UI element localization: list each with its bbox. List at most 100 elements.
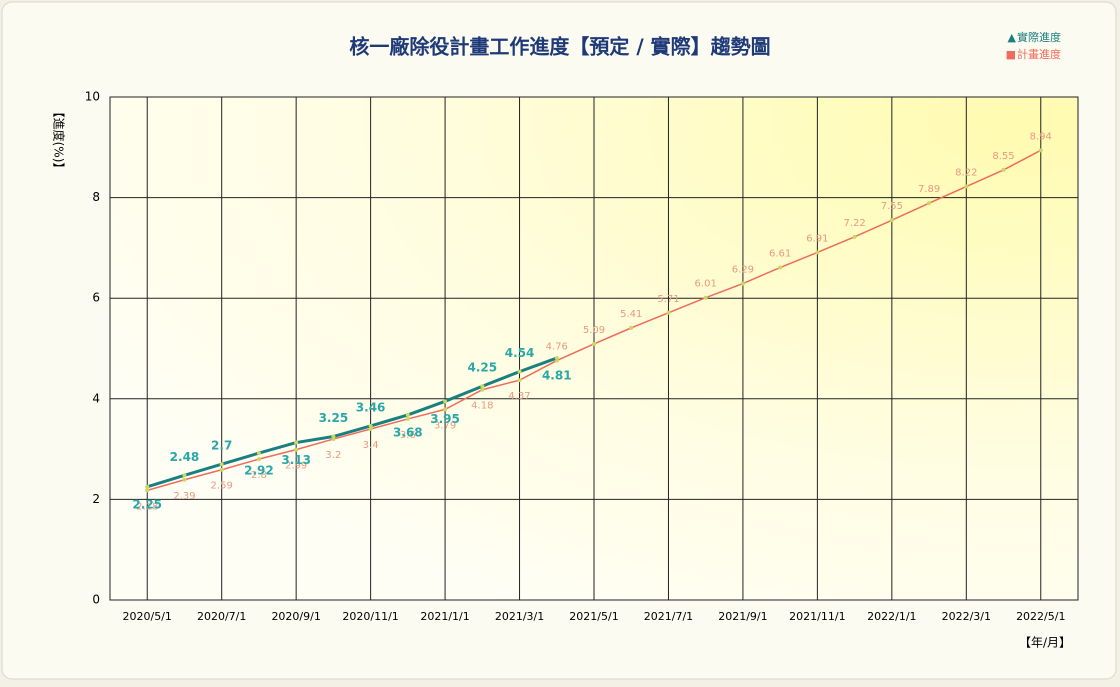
point: [517, 369, 522, 374]
value-label: 5.41: [620, 309, 642, 320]
value-label: 7.22: [843, 218, 865, 229]
point: [964, 184, 969, 189]
value-label: 4.37: [508, 391, 530, 402]
point: [889, 218, 894, 223]
value-label: 6.01: [695, 279, 717, 290]
x-tick-label: 2022/3/1: [942, 610, 991, 623]
x-tick-label: 2021/9/1: [718, 610, 767, 623]
value-label: 8.22: [955, 168, 977, 179]
point: [629, 325, 634, 330]
x-tick-label: 2021/7/1: [644, 610, 693, 623]
y-tick-label: 4: [92, 391, 100, 405]
legend-label: 實際進度: [1017, 30, 1061, 44]
x-tick-label: 2022/5/1: [1016, 610, 1065, 623]
point: [256, 451, 261, 456]
series-line: [146, 356, 558, 489]
value-label: 6.91: [806, 233, 828, 244]
point: [778, 265, 783, 270]
x-tick-label: 2021/3/1: [495, 610, 544, 623]
value-label: 2.18: [136, 501, 158, 512]
x-axis-label: 【年/月】: [1019, 636, 1071, 650]
point: [219, 467, 224, 472]
value-label: 3.68: [393, 425, 423, 439]
y-tick-label: 2: [92, 492, 100, 506]
x-tick-label: 2020/11/1: [342, 610, 398, 623]
value-label: 2.7: [211, 439, 232, 453]
point: [182, 473, 187, 478]
value-label: 2.59: [211, 481, 233, 492]
value-label: 3.4: [363, 440, 379, 451]
point: [182, 477, 187, 482]
point: [703, 295, 708, 300]
point: [815, 250, 820, 255]
value-label: 2.92: [244, 464, 274, 478]
x-tick-label: 2021/1/1: [420, 610, 469, 623]
x-tick-label: 2020/9/1: [271, 610, 320, 623]
point: [1001, 167, 1006, 172]
value-label: 6.61: [769, 249, 791, 260]
x-tick-label: 2021/5/1: [569, 610, 618, 623]
x-tick-label: 2020/5/1: [123, 610, 172, 623]
legend-marker: ■: [1006, 48, 1016, 61]
point: [480, 384, 485, 389]
point: [517, 378, 522, 383]
value-label: 4.81: [542, 369, 572, 383]
point: [294, 440, 299, 445]
plot-border: [109, 96, 1079, 601]
value-label: 3.6: [400, 430, 416, 441]
point: [480, 387, 485, 392]
value-label: 7.55: [881, 201, 903, 212]
y-tick-label: 0: [92, 593, 100, 607]
value-label: 8.55: [992, 151, 1014, 162]
point: [145, 488, 150, 493]
point: [331, 434, 336, 439]
value-label: 2.99: [285, 461, 307, 472]
point: [666, 310, 671, 315]
value-label: 4.76: [546, 342, 568, 353]
value-label: 2.25: [132, 497, 162, 511]
value-label: 2.8: [251, 470, 267, 481]
x-tick-label: 2020/7/1: [197, 610, 246, 623]
value-label: 5.09: [583, 325, 605, 336]
point: [405, 412, 410, 417]
value-label: 2.39: [173, 491, 195, 502]
value-label: 3.95: [430, 412, 460, 426]
legend-label: 計畫進度: [1017, 47, 1061, 61]
value-label: 4.18: [471, 401, 493, 412]
y-tick-label: 10: [85, 90, 100, 104]
y-tick-label: 6: [92, 291, 100, 305]
value-label: 3.46: [356, 400, 386, 414]
point: [368, 426, 373, 431]
point: [145, 484, 150, 489]
point: [294, 447, 299, 452]
point: [927, 201, 932, 206]
point: [405, 416, 410, 421]
value-label: 3.13: [281, 453, 311, 467]
value-label: 2.48: [170, 450, 200, 464]
point: [740, 281, 745, 286]
point: [1038, 148, 1043, 153]
point: [443, 399, 448, 404]
chart-title: 核一廠除役計畫工作進度【預定 / 實際】趨勢圖: [349, 35, 770, 59]
value-label: 3.25: [319, 411, 349, 425]
value-label: 8.94: [1030, 131, 1052, 142]
value-label: 7.89: [918, 184, 940, 195]
y-tick-label: 8: [92, 190, 100, 204]
x-tick-label: 2022/1/1: [867, 610, 916, 623]
point: [256, 457, 261, 462]
point: [592, 341, 596, 346]
point: [368, 423, 373, 428]
point: [852, 234, 857, 239]
value-label: 5.71: [657, 294, 679, 305]
legend-marker: ▲: [1008, 31, 1017, 44]
y-axis-label: 【進度(%)】: [52, 106, 67, 175]
point: [219, 462, 224, 467]
point: [554, 356, 559, 361]
value-label: 6.29: [732, 265, 754, 276]
value-label: 4.25: [468, 361, 498, 375]
value-label: 3.79: [434, 420, 456, 431]
point: [443, 407, 448, 412]
x-tick-label: 2021/11/1: [789, 610, 845, 623]
value-label: 4.54: [505, 346, 535, 360]
